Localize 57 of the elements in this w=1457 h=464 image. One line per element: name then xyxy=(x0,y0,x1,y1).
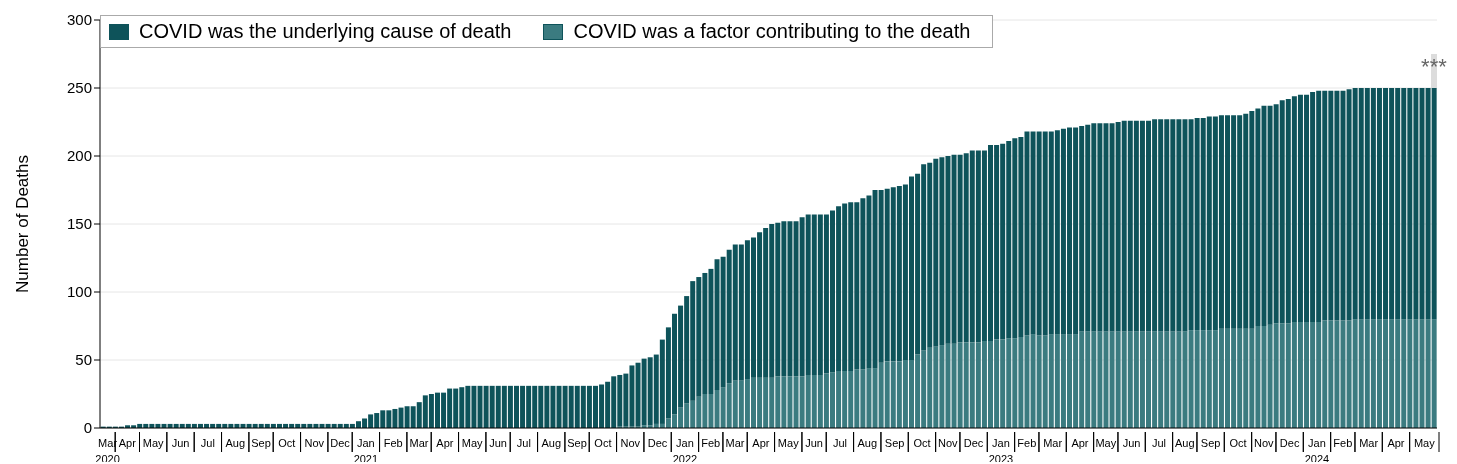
legend-label: COVID was a factor contributing to the death xyxy=(573,20,971,43)
y-tick-label: 0 xyxy=(83,419,92,437)
x-tick-label: Dec xyxy=(330,437,351,449)
x-tick-label: Sep xyxy=(884,437,905,449)
x-tick-label: Jul xyxy=(200,437,215,449)
x-tick-label: Mar xyxy=(725,437,745,449)
x-tick-label: May xyxy=(777,437,800,449)
y-tick-label: 50 xyxy=(75,351,92,369)
x-tick-label: May xyxy=(142,437,165,449)
x-tick-label: Apr xyxy=(118,437,137,449)
x-tick-label: Apr xyxy=(752,437,770,449)
y-tick-label: 250 xyxy=(66,79,92,97)
x-tick-label: Nov xyxy=(1254,437,1275,449)
x-tick-label: Dec xyxy=(647,437,668,449)
y-tick-label: 300 xyxy=(66,11,92,29)
x-tick-label: Jun xyxy=(171,437,190,449)
x-tick-label: Mar xyxy=(409,437,429,449)
x-tick-label: Dec xyxy=(1279,437,1300,449)
x-tick-label: Apr xyxy=(1387,437,1405,449)
x-tick-label: May xyxy=(1095,437,1117,449)
x-tick-label: May xyxy=(461,437,484,449)
x-tick-label: Jul xyxy=(1151,437,1166,449)
y-tick-label: 200 xyxy=(66,147,92,165)
x-tick-label: Sep xyxy=(1200,437,1221,449)
x-tick-label: Dec xyxy=(963,437,984,449)
x-tick-label: Nov xyxy=(304,437,325,449)
x-tick-label: Jun xyxy=(1122,437,1141,449)
x-tick-label: Nov xyxy=(620,437,641,449)
x-tick-label: Jul xyxy=(516,437,531,449)
x-tick-label: Aug xyxy=(1175,437,1195,449)
x-tick-label: Mar xyxy=(1043,437,1063,449)
x-tick-label: Jul xyxy=(832,437,847,449)
x-tick-label: Nov xyxy=(938,437,959,449)
x-tick-label: Feb xyxy=(701,437,721,449)
x-tick-label: Aug xyxy=(857,437,878,449)
x-tick-label: Apr xyxy=(436,437,454,449)
x-tick-label: Aug xyxy=(541,437,562,449)
x-tick-label: Jun xyxy=(489,437,507,449)
x-tick-label: Feb xyxy=(383,437,403,449)
y-tick-label: 100 xyxy=(66,283,92,301)
x-tick-label: Sep xyxy=(567,437,587,449)
x-tick-label: Feb xyxy=(1333,437,1353,449)
x-tick-label: Oct xyxy=(278,437,296,449)
x-tick-label: May xyxy=(1413,437,1436,449)
x-tick-label: Mar xyxy=(1359,437,1379,449)
x-tick-label: Oct xyxy=(1229,437,1247,449)
x-tick-label: Jun xyxy=(805,437,823,449)
x-tick-label: Oct xyxy=(913,437,931,449)
x-tick-label: Oct xyxy=(594,437,612,449)
y-tick-label: 150 xyxy=(66,215,92,233)
x-tick-label: Apr xyxy=(1071,437,1089,449)
y-axis-title: Number of Deaths xyxy=(13,155,33,293)
annotation: *** xyxy=(1420,54,1448,79)
legend-label: COVID was the underlying cause of death xyxy=(139,20,512,43)
x-tick-label: Aug xyxy=(225,437,246,449)
x-tick-label: Feb xyxy=(1017,437,1037,449)
x-tick-label: Sep xyxy=(251,437,271,449)
